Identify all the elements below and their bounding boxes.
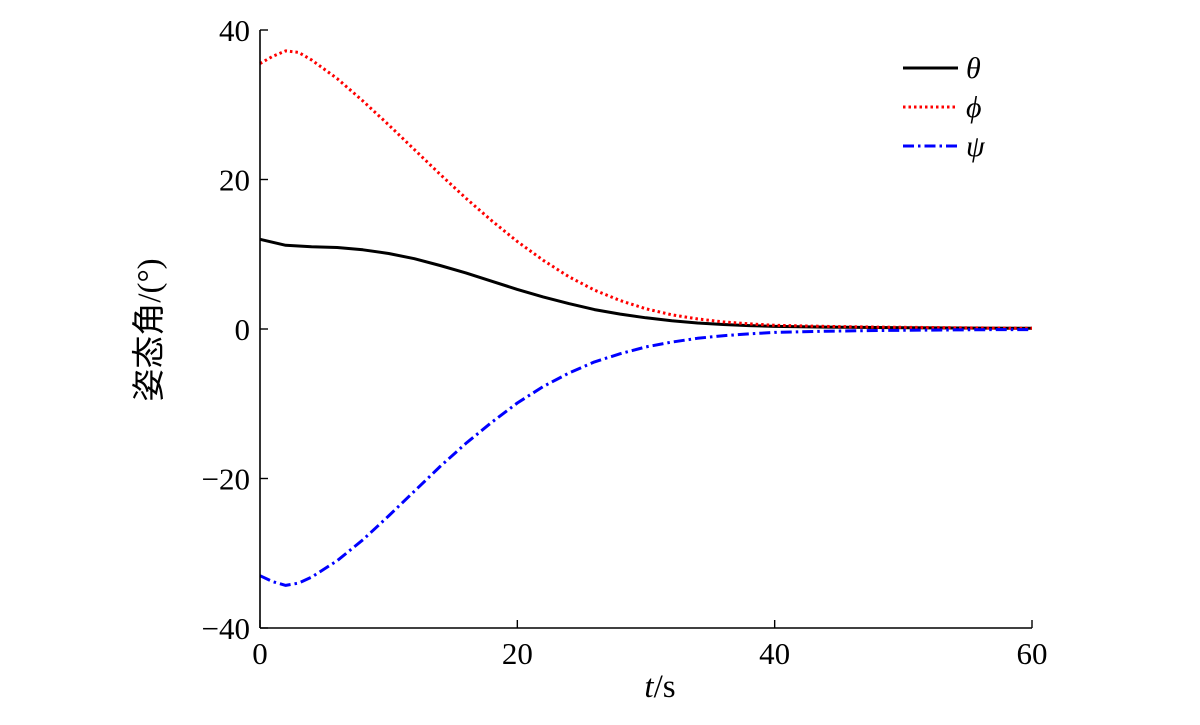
- x-tick-label-3: 60: [1017, 636, 1048, 671]
- x-tick-label-2: 40: [759, 636, 790, 671]
- y-tick-label-4: 40: [219, 13, 250, 48]
- y-tick-label-0: −40: [202, 611, 250, 646]
- x-tick-label-1: 20: [502, 636, 533, 671]
- series-line-1: [259, 49, 1033, 330]
- legend-label-1: ϕ: [966, 91, 982, 124]
- y-axis-title: 姿态角/(°): [131, 258, 168, 401]
- ticks: 0 20 40 60 −40 −20 0 20 40: [202, 13, 1048, 671]
- x-axis-title-var: t: [644, 669, 654, 705]
- legend-label-0: θ: [966, 52, 981, 85]
- series-line-0: [259, 237, 1033, 330]
- legend: θϕψ: [903, 52, 986, 163]
- legend-label-2: ψ: [966, 130, 986, 163]
- y-tick-label-3: 20: [219, 163, 250, 198]
- x-tick-label-0: 0: [252, 636, 268, 671]
- x-axis-title-unit: /s: [654, 669, 676, 705]
- plot-lines: [259, 49, 1033, 587]
- y-tick-label-2: 0: [235, 312, 251, 347]
- x-axis-title: t/s: [644, 669, 675, 705]
- y-tick-label-1: −20: [202, 462, 250, 497]
- series-line-2: [259, 328, 1033, 587]
